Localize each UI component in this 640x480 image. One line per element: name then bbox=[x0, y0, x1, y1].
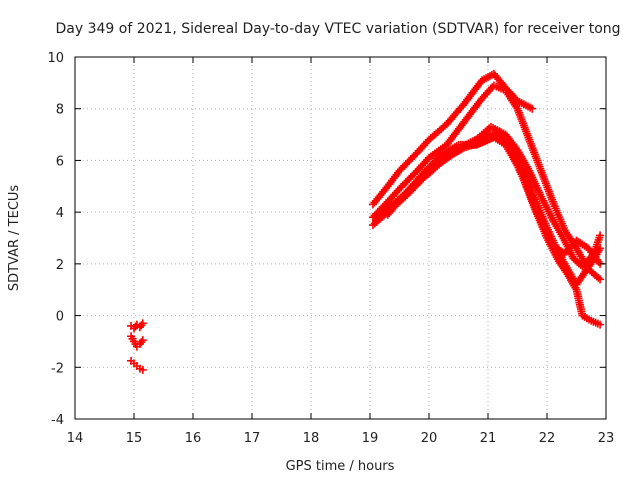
axis-ticks: 14 15 16 17 18 19 20 21 22 23 -4 -2 0 2 4 6 8 10 bbox=[47, 51, 614, 446]
data-point bbox=[138, 365, 147, 374]
y-tick-label: -2 bbox=[51, 361, 64, 376]
series-early-upper bbox=[127, 319, 147, 333]
x-tick-label: 16 bbox=[185, 431, 202, 446]
y-tick-label: 10 bbox=[47, 51, 64, 66]
data-point bbox=[137, 338, 146, 347]
x-tick-label: 20 bbox=[421, 431, 438, 446]
x-tick-label: 17 bbox=[244, 431, 261, 446]
data-point bbox=[137, 321, 146, 330]
data-point bbox=[596, 320, 605, 329]
x-tick-label: 19 bbox=[362, 431, 379, 446]
y-tick-label: 0 bbox=[56, 310, 64, 325]
data-marks bbox=[127, 69, 605, 374]
y-axis-label: SDTVAR / TECUs bbox=[7, 185, 22, 292]
x-tick-label: 22 bbox=[539, 431, 556, 446]
x-axis-label: GPS time / hours bbox=[286, 459, 395, 474]
x-tick-label: 14 bbox=[67, 431, 84, 446]
x-tick-label: 15 bbox=[126, 431, 143, 446]
y-tick-label: 2 bbox=[56, 258, 64, 273]
data-point bbox=[138, 336, 147, 345]
plot-frame bbox=[74, 56, 607, 420]
y-tick-label: -4 bbox=[51, 413, 64, 428]
data-point bbox=[596, 244, 605, 253]
x-tick-label: 23 bbox=[598, 431, 615, 446]
series-lower-arc-d bbox=[383, 133, 605, 268]
series-early-low bbox=[127, 356, 147, 374]
data-point bbox=[594, 273, 603, 282]
chart-title: Day 349 of 2021, Sidereal Day-to-day VTE… bbox=[55, 21, 620, 37]
grid bbox=[75, 57, 606, 419]
x-tick-label: 18 bbox=[303, 431, 320, 446]
y-tick-label: 4 bbox=[56, 206, 64, 221]
y-tick-label: 6 bbox=[56, 154, 64, 169]
data-point bbox=[138, 319, 147, 328]
data-point bbox=[528, 104, 537, 113]
data-point bbox=[596, 231, 605, 240]
data-point bbox=[596, 275, 605, 284]
series-early-mid bbox=[127, 332, 147, 351]
y-tick-label: 8 bbox=[56, 103, 64, 118]
x-tick-label: 21 bbox=[480, 431, 497, 446]
series-top-arc bbox=[368, 69, 537, 209]
